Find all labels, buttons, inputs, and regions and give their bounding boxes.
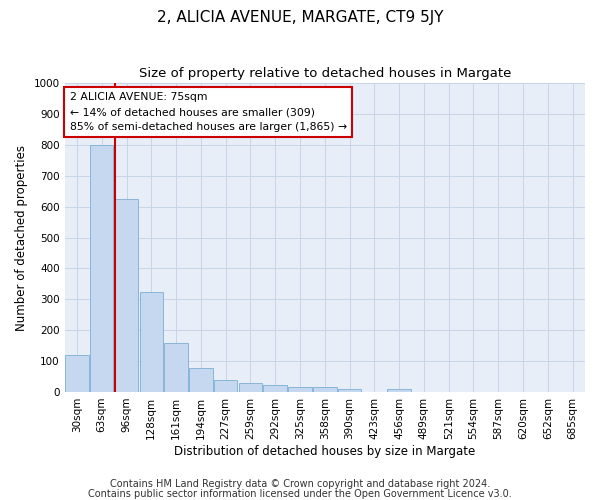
Text: Contains public sector information licensed under the Open Government Licence v3: Contains public sector information licen…	[88, 489, 512, 499]
Bar	[164, 342, 188, 392]
Title: Size of property relative to detached houses in Margate: Size of property relative to detached ho…	[139, 68, 511, 80]
Bar	[115, 199, 138, 392]
Bar	[90, 145, 113, 392]
Bar	[388, 389, 411, 392]
Text: Contains HM Land Registry data © Crown copyright and database right 2024.: Contains HM Land Registry data © Crown c…	[110, 479, 490, 489]
Bar	[239, 384, 262, 392]
Bar	[214, 380, 238, 392]
Bar	[288, 387, 312, 392]
Y-axis label: Number of detached properties: Number of detached properties	[15, 144, 28, 330]
Text: 2, ALICIA AVENUE, MARGATE, CT9 5JY: 2, ALICIA AVENUE, MARGATE, CT9 5JY	[157, 10, 443, 25]
Bar	[263, 385, 287, 392]
Bar	[189, 368, 212, 392]
Bar	[140, 292, 163, 392]
Bar	[313, 388, 337, 392]
X-axis label: Distribution of detached houses by size in Margate: Distribution of detached houses by size …	[174, 444, 475, 458]
Text: 2 ALICIA AVENUE: 75sqm
← 14% of detached houses are smaller (309)
85% of semi-de: 2 ALICIA AVENUE: 75sqm ← 14% of detached…	[70, 92, 347, 132]
Bar	[65, 355, 89, 392]
Bar	[338, 389, 361, 392]
